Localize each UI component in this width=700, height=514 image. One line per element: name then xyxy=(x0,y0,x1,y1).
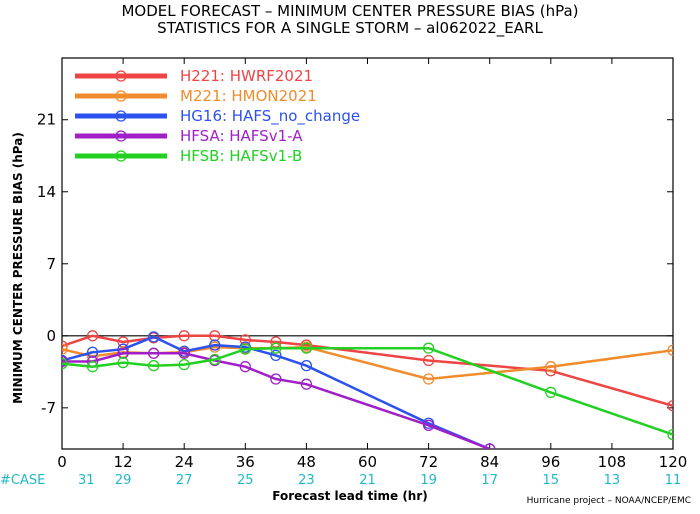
legend-item: M221: HMON2021 xyxy=(75,87,317,105)
data-point xyxy=(239,361,251,373)
series-line xyxy=(62,335,491,449)
series-layer xyxy=(62,330,673,449)
x-tick-label: 0 xyxy=(57,453,67,471)
data-point xyxy=(86,330,99,342)
legend-swatch-marker xyxy=(115,130,127,142)
data-point xyxy=(422,419,435,431)
data-point xyxy=(422,373,435,385)
data-point xyxy=(667,344,673,356)
case-count: 19 xyxy=(420,473,437,488)
x-tick-label: 96 xyxy=(541,453,560,471)
x-tick-label: 84 xyxy=(480,453,499,471)
data-point xyxy=(667,400,673,412)
data-point xyxy=(147,360,160,372)
legend-item: HG16: HAFS_no_change xyxy=(75,107,360,126)
data-point xyxy=(209,330,221,342)
case-count: 27 xyxy=(176,473,193,488)
x-axis-label: Forecast lead time (hr) xyxy=(272,489,428,503)
data-point xyxy=(270,349,282,362)
data-point xyxy=(484,443,496,449)
data-point xyxy=(667,428,673,441)
data-point xyxy=(147,331,160,343)
data-point xyxy=(62,343,68,355)
data-point xyxy=(62,357,68,370)
data-point xyxy=(178,347,190,359)
legend-label: H221: HWRF2021 xyxy=(180,67,313,85)
legend-label: HG16: HAFS_no_change xyxy=(180,107,360,126)
data-point xyxy=(178,330,190,342)
x-tick-label: 24 xyxy=(175,453,194,471)
data-point xyxy=(117,347,129,359)
y-tick-label: 7 xyxy=(46,255,56,273)
legend-label: HFSA: HAFSv1-A xyxy=(180,127,303,145)
series-5 xyxy=(62,342,673,441)
data-point xyxy=(422,354,435,367)
legend-swatch-marker xyxy=(115,90,127,102)
legend-item: HFSB: HAFSv1-B xyxy=(75,147,302,165)
series-4 xyxy=(62,347,496,449)
case-count: 29 xyxy=(115,473,132,488)
data-point xyxy=(117,356,129,369)
chart-title-line1: MODEL FORECAST – MINIMUM CENTER PRESSURE… xyxy=(121,2,578,20)
data-point xyxy=(178,358,190,371)
series-line xyxy=(62,352,491,449)
data-point xyxy=(62,340,68,352)
case-count: 15 xyxy=(543,473,560,488)
legend-swatch-marker xyxy=(115,70,127,82)
x-tick-label: 108 xyxy=(598,453,627,471)
data-point xyxy=(209,339,221,351)
legend-label: M221: HMON2021 xyxy=(180,87,317,105)
data-point xyxy=(86,346,99,358)
case-count: 21 xyxy=(359,473,376,488)
y-tick-label: 21 xyxy=(37,111,56,129)
case-count: 31 xyxy=(78,473,95,488)
x-tick-label: 72 xyxy=(419,453,438,471)
x-tick-label: 12 xyxy=(114,453,133,471)
x-tick-label: 120 xyxy=(659,453,688,471)
legend: H221: HWRF2021 M221: HMON2021 HG16: HAFS_n… xyxy=(75,67,360,165)
y-axis-label: MINIMUM CENTER PRESSURE BIAS (hPa) xyxy=(11,132,25,404)
case-count: 17 xyxy=(481,473,498,488)
case-count: 25 xyxy=(237,473,254,488)
data-point xyxy=(239,334,251,346)
data-point xyxy=(422,342,435,354)
data-point xyxy=(209,353,221,366)
data-point xyxy=(545,386,557,399)
y-axis-ticks: 21 14 7 0 -7 xyxy=(37,111,673,417)
x-axis-ticks: 0 12 24 36 48 60 72 84 96 108 120 xyxy=(57,58,687,471)
data-point xyxy=(239,343,251,355)
data-point xyxy=(300,360,313,372)
data-point xyxy=(300,342,313,354)
data-point xyxy=(147,347,160,359)
series-1 xyxy=(62,330,673,412)
legend-item: H221: HWRF2021 xyxy=(75,67,313,85)
case-count-label: #CASE xyxy=(0,473,45,488)
legend-label: HFSB: HAFSv1-B xyxy=(180,147,302,165)
y-tick-label: 0 xyxy=(46,327,56,345)
x-tick-label: 36 xyxy=(236,453,255,471)
legend-swatch-marker xyxy=(115,150,127,162)
legend-swatch-marker xyxy=(115,110,127,122)
case-count: 23 xyxy=(298,473,315,488)
y-tick-label: 14 xyxy=(37,183,56,201)
case-count: 11 xyxy=(665,473,682,488)
data-point xyxy=(270,373,282,385)
legend-item: HFSA: HAFSv1-A xyxy=(75,127,303,145)
case-count: 13 xyxy=(604,473,621,488)
series-3 xyxy=(62,331,496,449)
x-tick-label: 60 xyxy=(358,453,377,471)
y-tick-label: -7 xyxy=(41,399,56,417)
chart-title-line2: STATISTICS FOR A SINGLE STORM – al062022… xyxy=(157,19,543,38)
credit-text: Hurricane project – NOAA/NCEP/EMC xyxy=(527,496,691,506)
data-point xyxy=(300,378,313,390)
x-tick-label: 48 xyxy=(297,453,316,471)
case-counts: 31 29 27 25 23 21 19 17 15 13 11 xyxy=(78,473,681,488)
data-point xyxy=(86,361,99,373)
data-point xyxy=(270,342,282,354)
data-point xyxy=(545,361,557,373)
